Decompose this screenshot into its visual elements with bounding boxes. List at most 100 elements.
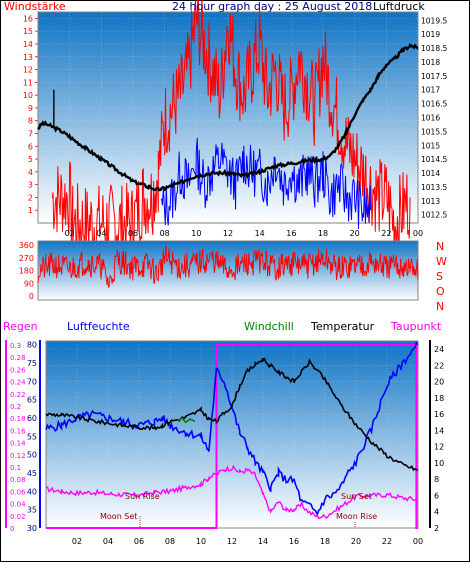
time-tick-label: 02 (65, 229, 75, 238)
gust-line (161, 137, 371, 230)
rain-tick-label: 0.24 (10, 379, 26, 387)
direction-tick-label: 180 (19, 267, 34, 276)
time-tick-label: 06 (134, 537, 144, 546)
sun-rise-label: Sun Rise (125, 492, 160, 501)
taupunkt-label: Taupunkt (390, 320, 442, 333)
time-tick-label: 12 (227, 537, 237, 546)
time-tick-label: 06 (128, 229, 138, 238)
time-tick-label: 20 (351, 537, 361, 546)
temperature-time-axis: 02 04 06 08 10 12 14 16 18 20 22 00 (72, 537, 423, 546)
humidity-tick-label: 70 (27, 377, 37, 386)
time-tick-label: 00 (413, 229, 423, 238)
pressure-tick-label: 1014.5 (421, 155, 447, 164)
dewpoint-line (45, 464, 419, 520)
wind-tick-label: 7 (28, 129, 33, 138)
pressure-tick-label: 1018 (421, 58, 440, 67)
time-tick-label: 02 (72, 537, 82, 546)
humidity-tick-label: 50 (27, 451, 37, 460)
pressure-tick-label: 1016.5 (421, 100, 447, 109)
wind-tick-label: 9 (28, 104, 33, 113)
temperature-tick-label: 20 (434, 378, 444, 387)
humidity-tick-label: 30 (27, 524, 37, 533)
wind-pressure-time-axis: 02 04 06 08 10 12 14 16 18 20 22 00 (65, 229, 424, 238)
graph-title: 24 hour graph day : 25 August 2018 (172, 0, 372, 13)
humidity-tick-label: 75 (27, 359, 37, 368)
time-tick-label: 04 (103, 537, 113, 546)
regen-label: Regen (3, 320, 38, 333)
time-tick-label: 18 (318, 229, 328, 238)
pressure-tick-label: 1013 (421, 197, 440, 206)
rain-tick-label: 0.28 (10, 354, 26, 362)
wind-tick-label: 8 (28, 117, 33, 126)
wind-tick-label: 14 (23, 40, 33, 49)
humidity-axis: 80 75 70 65 60 55 50 45 40 35 30 (27, 341, 37, 533)
humidity-tick-label: 40 (27, 487, 37, 496)
pressure-tick-label: 1018.5 (421, 44, 447, 53)
moon-rise-label: Moon Rise (336, 512, 377, 521)
rain-tick-label: 0.16 (10, 427, 26, 435)
humidity-tick-label: 80 (27, 341, 37, 350)
time-tick-label: 20 (350, 229, 360, 238)
temperature-tick-label: 18 (434, 394, 444, 403)
wind-tick-label: 11 (23, 78, 33, 87)
wind-tick-label: 6 (28, 142, 33, 151)
time-tick-label: 14 (258, 537, 268, 546)
temperature-tick-label: 12 (434, 443, 444, 452)
wind-direction-axis: 360 270 180 90 0 (19, 241, 34, 301)
pressure-tick-label: 1019.5 (421, 16, 447, 25)
wind-tick-label: 5 (28, 155, 33, 164)
wind-tick-label: 12 (23, 66, 33, 75)
humidity-tick-label: 45 (27, 469, 37, 478)
time-tick-label: 04 (96, 229, 106, 238)
luftfeuchte-label: Luftfeuchte (67, 320, 130, 333)
temperature-grid (46, 341, 419, 529)
direction-tick-label: 90 (24, 279, 34, 288)
time-tick-label: 10 (191, 229, 201, 238)
temperatur-label: Temperatur (310, 320, 375, 333)
pressure-tick-label: 1015.5 (421, 127, 447, 136)
temperature-tick-label: 8 (434, 475, 439, 484)
rain-tick-label: 0.08 (10, 476, 26, 484)
pressure-tick-label: 1017.5 (421, 72, 447, 81)
compass-letter: W (436, 255, 447, 268)
time-tick-label: 08 (160, 229, 170, 238)
humidity-tick-label: 65 (27, 396, 37, 405)
wind-tick-label: 4 (28, 168, 33, 177)
rain-tick-label: 0.18 (10, 415, 26, 423)
wind-speed-line (51, 0, 411, 264)
pressure-line (37, 43, 419, 192)
wind-tick-label: 16 (23, 14, 33, 23)
windstaerke-label: Windstärke (4, 0, 66, 13)
temperature-tick-label: 2 (434, 524, 439, 533)
time-tick-label: 18 (320, 537, 330, 546)
compass-letter: N (436, 300, 444, 313)
temperature-panel: Regen Luftfeuchte Windchill Temperatur T… (3, 320, 444, 546)
rain-tick-label: 0.2 (10, 403, 21, 411)
compass-letter: N (436, 240, 444, 253)
rain-tick-label: 0.1 (10, 464, 21, 472)
humidity-line (45, 341, 419, 517)
windchill-label: Windchill (244, 320, 294, 333)
rain-tick-label: 0.22 (10, 391, 26, 399)
compass-letter: S (436, 270, 443, 283)
temperature-axis: 24 22 20 18 16 14 12 10 8 6 4 2 (434, 345, 444, 533)
pressure-tick-label: 1017 (421, 86, 440, 95)
wind-tick-label: 1 (28, 206, 33, 215)
temperature-tick-label: 6 (434, 491, 439, 500)
pressure-tick-label: 1019 (421, 30, 440, 39)
pressure-tick-label: 1014 (421, 169, 440, 178)
temperature-series (45, 341, 419, 529)
rain-tick-label: 0.12 (10, 452, 26, 460)
rain-tick-label: 0.04 (10, 501, 26, 509)
pressure-tick-label: 1013.5 (421, 183, 447, 192)
temperature-tick-label: 16 (434, 410, 444, 419)
windchill-line (177, 417, 196, 424)
sun-set-label: Sun Set (341, 492, 372, 501)
rain-tick-label: 0.26 (10, 366, 26, 374)
wind-direction-series (37, 244, 419, 297)
rain-tick-label: 0 (10, 525, 14, 533)
rain-tick-label: 0.14 (10, 440, 26, 448)
wind-tick-label: 2 (28, 193, 33, 202)
